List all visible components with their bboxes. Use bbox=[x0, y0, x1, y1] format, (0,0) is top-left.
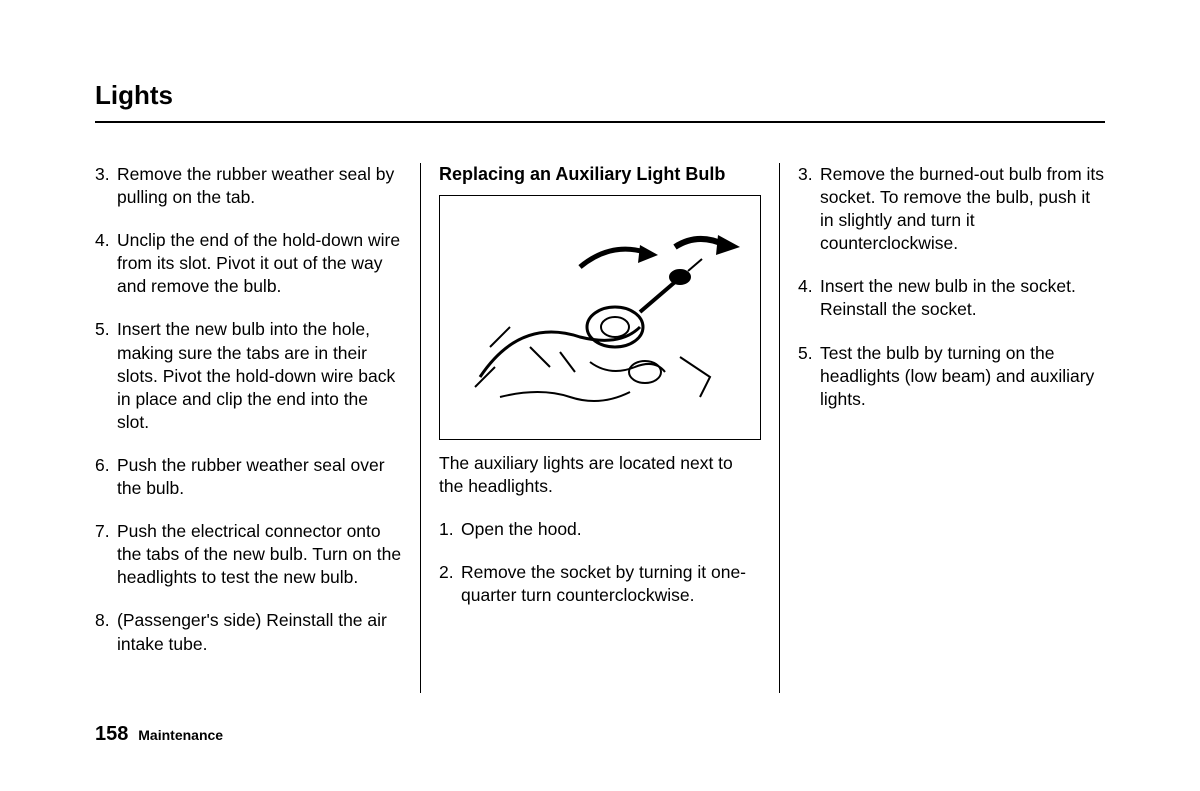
list-item: 4. Unclip the end of the hold-down wire … bbox=[95, 229, 402, 298]
list-item: 7. Push the electrical connector onto th… bbox=[95, 520, 402, 589]
bulb-diagram-icon bbox=[440, 197, 760, 437]
step-text: Open the hood. bbox=[461, 518, 761, 541]
list-item: 3. Remove the burned-out bulb from its s… bbox=[798, 163, 1105, 255]
list-item: 3. Remove the rubber weather seal by pul… bbox=[95, 163, 402, 209]
figure-caption: The auxiliary lights are located next to… bbox=[439, 452, 761, 498]
step-text: Remove the socket by turning it one-quar… bbox=[461, 561, 761, 607]
step-text: Push the electrical connector onto the t… bbox=[117, 520, 402, 589]
step-number: 1. bbox=[439, 518, 461, 541]
figure-auxiliary-bulb bbox=[439, 195, 761, 440]
step-text: Unclip the end of the hold-down wire fro… bbox=[117, 229, 402, 298]
page-footer: 158 Maintenance bbox=[95, 723, 223, 746]
list-item: 6. Push the rubber weather seal over the… bbox=[95, 454, 402, 500]
step-text: Push the rubber weather seal over the bu… bbox=[117, 454, 402, 500]
step-text: (Passenger's side) Reinstall the air int… bbox=[117, 609, 402, 655]
list-item: 8. (Passenger's side) Reinstall the air … bbox=[95, 609, 402, 655]
page-title: Lights bbox=[95, 80, 1105, 111]
list-item: 5. Test the bulb by turning on the headl… bbox=[798, 342, 1105, 411]
step-text: Remove the rubber weather seal by pullin… bbox=[117, 163, 402, 209]
step-text: Insert the new bulb into the hole, makin… bbox=[117, 318, 402, 433]
step-number: 2. bbox=[439, 561, 461, 607]
list-item: 1. Open the hood. bbox=[439, 518, 761, 541]
step-number: 3. bbox=[798, 163, 820, 255]
step-number: 5. bbox=[95, 318, 117, 433]
step-text: Remove the burned-out bulb from its sock… bbox=[820, 163, 1105, 255]
title-rule bbox=[95, 121, 1105, 123]
list-item: 2. Remove the socket by turning it one-q… bbox=[439, 561, 761, 607]
section-heading: Replacing an Auxiliary Light Bulb bbox=[439, 163, 761, 187]
list-item: 4. Insert the new bulb in the socket. Re… bbox=[798, 275, 1105, 321]
step-number: 4. bbox=[798, 275, 820, 321]
step-number: 8. bbox=[95, 609, 117, 655]
section-name: Maintenance bbox=[138, 727, 223, 743]
column-2: Replacing an Auxiliary Light Bulb bbox=[421, 163, 779, 693]
step-text: Test the bulb by turning on the headligh… bbox=[820, 342, 1105, 411]
column-1: 3. Remove the rubber weather seal by pul… bbox=[95, 163, 420, 693]
content-columns: 3. Remove the rubber weather seal by pul… bbox=[95, 163, 1105, 693]
step-number: 3. bbox=[95, 163, 117, 209]
step-number: 6. bbox=[95, 454, 117, 500]
step-number: 7. bbox=[95, 520, 117, 589]
page-number: 158 bbox=[95, 723, 128, 745]
list-item: 5. Insert the new bulb into the hole, ma… bbox=[95, 318, 402, 433]
step-text: Insert the new bulb in the socket. Reins… bbox=[820, 275, 1105, 321]
step-number: 5. bbox=[798, 342, 820, 411]
column-3: 3. Remove the burned-out bulb from its s… bbox=[780, 163, 1105, 693]
step-number: 4. bbox=[95, 229, 117, 298]
